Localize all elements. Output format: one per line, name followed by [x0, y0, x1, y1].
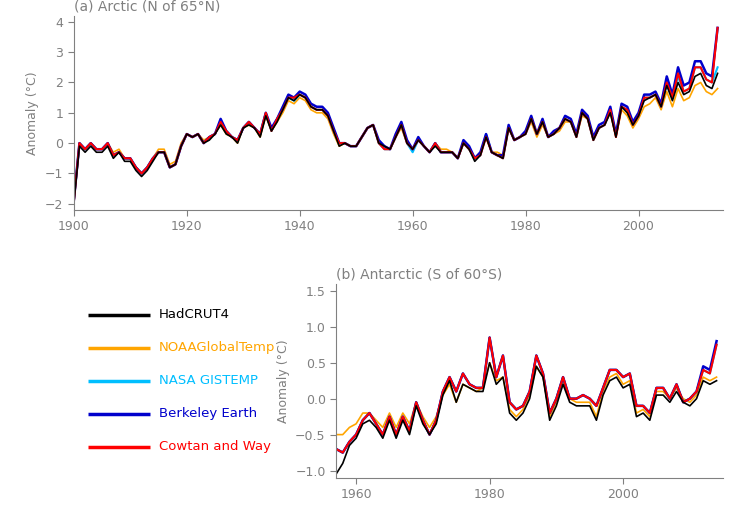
- Text: HadCRUT4: HadCRUT4: [159, 308, 230, 321]
- Y-axis label: Anomaly (°C): Anomaly (°C): [277, 339, 289, 423]
- Text: (b) Antarctic (S of 60°S): (b) Antarctic (S of 60°S): [336, 267, 503, 281]
- Y-axis label: Anomaly (°C): Anomaly (°C): [27, 71, 39, 155]
- Text: NOAAGlobalTemp: NOAAGlobalTemp: [159, 341, 275, 354]
- Text: (a) Arctic (N of 65°N): (a) Arctic (N of 65°N): [74, 0, 220, 13]
- Text: Berkeley Earth: Berkeley Earth: [159, 407, 258, 420]
- Text: NASA GISTEMP: NASA GISTEMP: [159, 374, 258, 387]
- Text: Cowtan and Way: Cowtan and Way: [159, 440, 272, 453]
